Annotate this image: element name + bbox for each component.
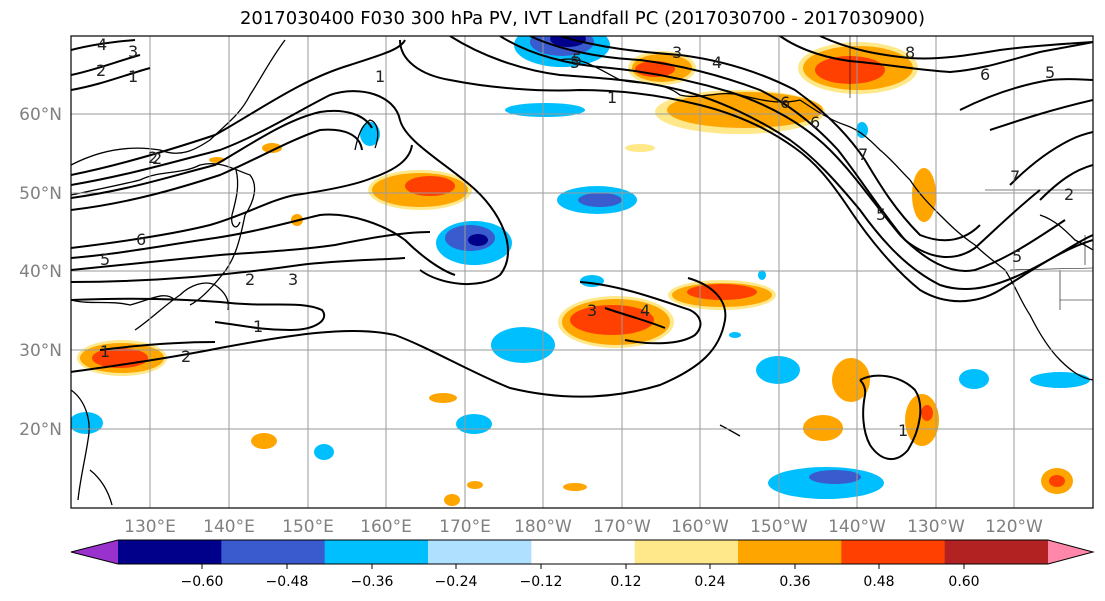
- colorbar-label: 0.36: [779, 574, 810, 590]
- colorbar-extend-max: [1048, 540, 1093, 564]
- contour-label: 5: [1012, 247, 1022, 266]
- colorbar-swatch: [118, 540, 222, 564]
- contour-label: 5: [572, 50, 582, 69]
- contour-label: 6: [780, 93, 790, 112]
- lon-label: 160°W: [671, 517, 729, 537]
- lon-label: 170°W: [593, 517, 651, 537]
- contour-label: 2: [1064, 185, 1074, 204]
- colorbar-label: −0.36: [351, 574, 394, 590]
- contour-label: 2: [245, 270, 255, 289]
- contour-label: 1: [375, 67, 385, 86]
- colorbar-swatch: [221, 540, 326, 564]
- contour-label: 2: [96, 61, 106, 80]
- contour-label: 4: [640, 301, 650, 320]
- contour-label: 7: [858, 145, 868, 164]
- contour-label: 2: [181, 347, 191, 366]
- contour-label: 5: [570, 53, 580, 72]
- contour-label: 3: [288, 270, 298, 289]
- map-frame: [70, 35, 1094, 509]
- contour-label: 4: [97, 35, 107, 54]
- colorbar-swatch: [944, 540, 1049, 564]
- colorbar-swatch: [841, 540, 946, 564]
- contour-label: 6: [810, 113, 820, 132]
- colorbar-swatch: [738, 540, 842, 564]
- positive-anomaly-shading: [77, 42, 1073, 506]
- contour-label: 1: [128, 67, 138, 86]
- contour-label: 2: [152, 149, 162, 168]
- colorbar-label: 0.60: [948, 574, 979, 590]
- contour-label: 6: [980, 65, 990, 84]
- colorbar-segments: [71, 540, 1093, 564]
- contour-label: 1: [607, 88, 617, 107]
- contour-label: 5: [876, 205, 886, 224]
- colorbar-label: −0.24: [435, 574, 478, 590]
- contour-label: 5: [100, 250, 110, 269]
- colorbar-swatch: [324, 540, 429, 564]
- contour-label: 5: [1045, 63, 1055, 82]
- contour-labels: 4 3 2 1 1 3 4 5 6 2 1 2 3 5 6 1 2 4 3 1 …: [96, 35, 1074, 440]
- contour-label: 4: [712, 53, 722, 72]
- colorbar-label: 0.12: [610, 574, 641, 590]
- colorbar-label: −0.12: [520, 574, 563, 590]
- colorbar-swatch: [531, 540, 636, 564]
- lon-label: 140°E: [203, 517, 255, 537]
- lon-label: 120°W: [985, 517, 1043, 537]
- contour-label: 2: [148, 148, 158, 167]
- colorbar-outline: [70, 539, 1095, 565]
- lon-label: 150°E: [282, 517, 334, 537]
- contour-label: 3: [672, 43, 682, 62]
- contour-label: 1: [100, 342, 110, 361]
- contour-label: 1: [253, 317, 263, 336]
- contour-label: 3: [128, 42, 138, 61]
- gridlines: [71, 36, 1093, 508]
- contour-label: 6: [136, 230, 146, 249]
- lon-label: 170°E: [439, 517, 491, 537]
- colorbar-swatch: [634, 540, 739, 564]
- lon-label: 180°W: [514, 517, 572, 537]
- colorbar-labels: −0.60 −0.48 −0.36 −0.24 −0.12 0.12 0.24 …: [181, 574, 980, 590]
- contour-label: 1: [898, 421, 908, 440]
- colorbar-label: 0.24: [694, 574, 725, 590]
- contour-label: 3: [587, 301, 597, 320]
- contour-label: 7: [1010, 167, 1020, 186]
- pv-contours: [71, 36, 1093, 460]
- colorbar-extend-min: [71, 540, 118, 564]
- contour-label: 8: [905, 43, 915, 62]
- colorbar: −0.60 −0.48 −0.36 −0.24 −0.12 0.12 0.24 …: [70, 539, 1095, 590]
- colorbar-ticks: [201, 564, 965, 569]
- latitude-labels: 60°N 50°N 40°N 30°N 20°N: [19, 105, 62, 440]
- colorbar-swatch: [428, 540, 532, 564]
- lat-label: 40°N: [19, 262, 62, 282]
- lon-label: 130°W: [907, 517, 965, 537]
- map-title: 2017030400 F030 300 hPa PV, IVT Landfall…: [239, 8, 926, 29]
- coastlines: [71, 39, 1093, 506]
- lat-label: 20°N: [19, 420, 62, 440]
- lon-label: 140°W: [828, 517, 886, 537]
- lon-label: 150°W: [750, 517, 808, 537]
- longitude-labels: 130°E 140°E 150°E 160°E 170°E 180°W 170°…: [124, 517, 1043, 537]
- lat-label: 30°N: [19, 341, 62, 361]
- lat-label: 50°N: [19, 184, 62, 204]
- colorbar-label: −0.60: [181, 574, 224, 590]
- colorbar-label: −0.48: [266, 574, 309, 590]
- lon-label: 160°E: [360, 517, 412, 537]
- lon-label: 130°E: [124, 517, 176, 537]
- colorbar-label: 0.48: [863, 574, 894, 590]
- lat-label: 60°N: [19, 105, 62, 125]
